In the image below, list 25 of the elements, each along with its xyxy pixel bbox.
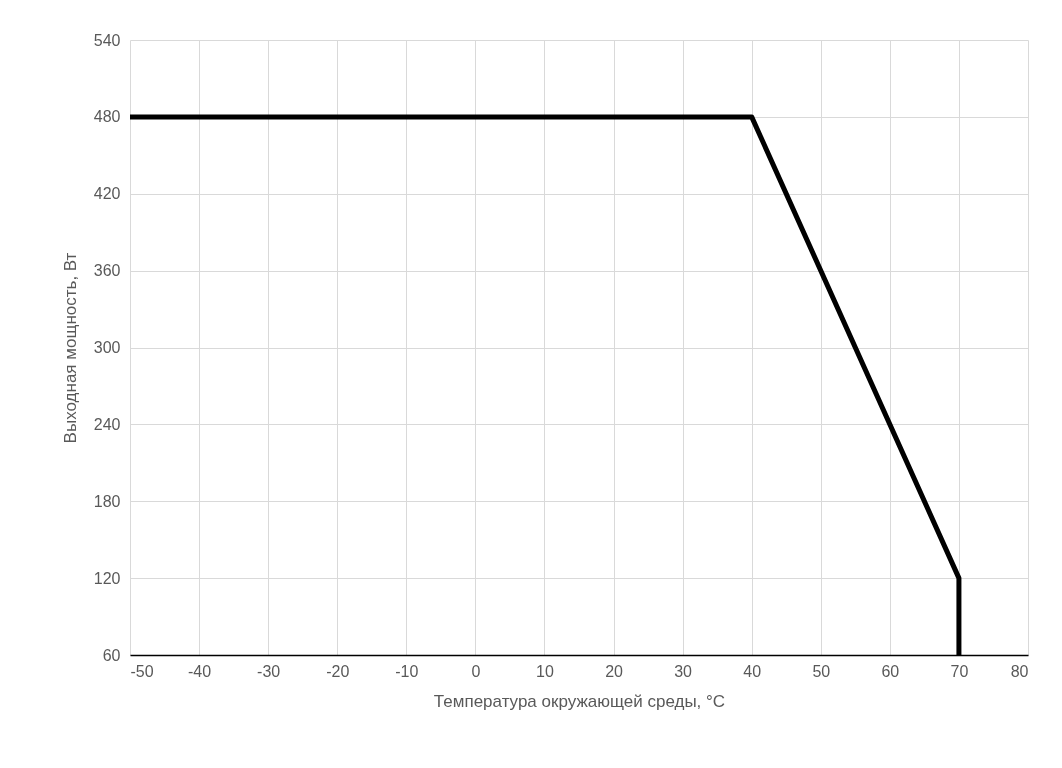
y-tick-label: 300: [93, 339, 121, 356]
x-tick-label: 30: [674, 662, 693, 680]
x-tick-label: -30: [257, 662, 281, 680]
y-tick-label: 480: [93, 108, 121, 126]
x-tick-label: 70: [950, 662, 969, 680]
x-tick-label: -50: [130, 662, 154, 680]
y-tick-label: 420: [93, 185, 121, 203]
y-tick-label: 540: [93, 31, 121, 49]
y-tick-label: 360: [93, 262, 121, 280]
x-tick-label: 80: [1010, 662, 1029, 680]
x-tick-label: -40: [188, 662, 212, 680]
x-axis-title: Температура окружающей среды, °C: [433, 691, 726, 711]
x-tick-label: -20: [326, 662, 350, 680]
x-tick-label: 60: [881, 662, 900, 680]
x-tick-label: -10: [395, 662, 419, 680]
y-tick-label: 120: [93, 569, 121, 587]
x-tick-label: 50: [812, 662, 831, 680]
x-tick-label: 0: [471, 662, 481, 680]
x-tick-label: 10: [536, 662, 554, 680]
y-tick-label: 180: [93, 492, 121, 510]
y-tick-label: 240: [93, 415, 121, 433]
x-tick-label: 20: [605, 662, 624, 680]
x-tick-label: 40: [743, 662, 762, 680]
y-axis-title: Выходная мощность, Вт: [60, 252, 80, 444]
y-tick-label: 60: [102, 646, 121, 664]
